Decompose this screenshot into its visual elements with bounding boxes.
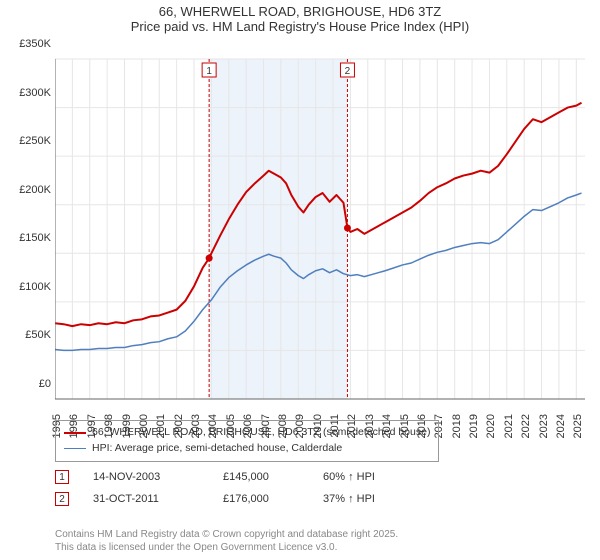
svg-text:1: 1 bbox=[206, 66, 212, 77]
y-tick-label: £250K bbox=[19, 135, 51, 147]
legend-row: 66, WHERWELL ROAD, BRIGHOUSE, HD6 3TZ (s… bbox=[64, 425, 430, 441]
marker-date: 31-OCT-2011 bbox=[93, 493, 223, 505]
title-subtitle: Price paid vs. HM Land Registry's House … bbox=[0, 19, 600, 34]
y-tick-label: £300K bbox=[19, 87, 51, 99]
x-tick-label: 2025 bbox=[572, 414, 584, 438]
x-tick-label: 2024 bbox=[555, 414, 567, 438]
legend-label: 66, WHERWELL ROAD, BRIGHOUSE, HD6 3TZ (s… bbox=[92, 425, 430, 441]
x-tick-label: 2022 bbox=[520, 414, 532, 438]
footer-line-2: This data is licensed under the Open Gov… bbox=[55, 542, 398, 555]
marker-delta: 37% ↑ HPI bbox=[323, 493, 375, 505]
legend-swatch bbox=[64, 448, 86, 449]
y-tick-label: £0 bbox=[39, 378, 51, 390]
chart-plot-area: 12 £0£50K£100K£150K£200K£250K£300K£350K … bbox=[55, 44, 585, 414]
title-address: 66, WHERWELL ROAD, BRIGHOUSE, HD6 3TZ bbox=[0, 4, 600, 19]
y-tick-label: £50K bbox=[25, 329, 51, 341]
legend-label: HPI: Average price, semi-detached house,… bbox=[92, 441, 342, 457]
y-tick-label: £350K bbox=[19, 38, 51, 50]
chart-titles: 66, WHERWELL ROAD, BRIGHOUSE, HD6 3TZ Pr… bbox=[0, 0, 600, 34]
legend: 66, WHERWELL ROAD, BRIGHOUSE, HD6 3TZ (s… bbox=[55, 420, 439, 462]
marker-delta: 60% ↑ HPI bbox=[323, 471, 375, 483]
marker-row: 1 14-NOV-2003£145,00060% ↑ HPI bbox=[55, 466, 375, 488]
marker-row: 2 31-OCT-2011£176,00037% ↑ HPI bbox=[55, 488, 375, 510]
x-tick-label: 2019 bbox=[468, 414, 480, 438]
marker-price: £145,000 bbox=[223, 471, 323, 483]
marker-table: 1 14-NOV-2003£145,00060% ↑ HPI 2 31-OCT-201… bbox=[55, 466, 375, 510]
footer-attribution: Contains HM Land Registry data © Crown c… bbox=[55, 529, 398, 554]
x-tick-label: 2018 bbox=[451, 414, 463, 438]
y-tick-label: £200K bbox=[19, 184, 51, 196]
y-tick-label: £100K bbox=[19, 281, 51, 293]
footer-line-1: Contains HM Land Registry data © Crown c… bbox=[55, 529, 398, 542]
x-tick-label: 2020 bbox=[485, 414, 497, 438]
chart-container: 66, WHERWELL ROAD, BRIGHOUSE, HD6 3TZ Pr… bbox=[0, 0, 600, 560]
marker-date: 14-NOV-2003 bbox=[93, 471, 223, 483]
x-tick-label: 2021 bbox=[503, 414, 515, 438]
svg-text:2: 2 bbox=[345, 66, 351, 77]
chart-svg: 12 bbox=[55, 44, 585, 414]
marker-price: £176,000 bbox=[223, 493, 323, 505]
x-tick-label: 2023 bbox=[538, 414, 550, 438]
marker-number-box: 2 bbox=[55, 492, 69, 506]
legend-swatch bbox=[64, 432, 86, 434]
y-tick-label: £150K bbox=[19, 232, 51, 244]
marker-number-box: 1 bbox=[55, 470, 69, 484]
legend-row: HPI: Average price, semi-detached house,… bbox=[64, 441, 430, 457]
